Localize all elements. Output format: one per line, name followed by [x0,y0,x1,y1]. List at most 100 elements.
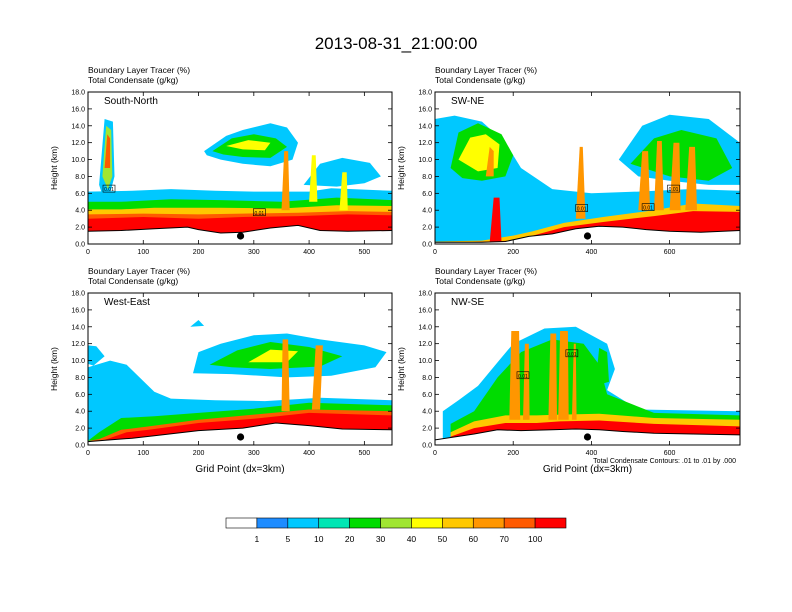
y-tick-label: 14.0 [418,324,432,331]
colorbar-swatch [287,517,320,529]
y-tick-label: 6.0 [75,392,85,399]
colorbar-label: 60 [469,534,479,544]
colorbar-swatch [256,517,289,529]
colorbar-swatch [472,517,505,529]
colorbar-label: 1 [255,534,260,544]
contour-label: 0.01 [254,211,264,217]
location-marker [583,433,592,441]
y-tick-label: 2.0 [75,225,85,232]
contour-label-box [641,203,655,211]
contour-label-box [516,371,530,380]
y-tick-label: 6.0 [75,191,85,198]
x-tick-label: 600 [664,450,676,457]
colorbar: 1 5 10 20 30 40 50 60 70 100 [225,517,567,544]
x-tick-label: 400 [303,249,315,256]
y-tick-label: 14.0 [71,324,85,331]
y-tick-label: 4.0 [75,409,85,416]
contour-label-box [667,184,680,193]
field-region [104,134,111,168]
panel-subtitle: Boundary Layer Tracer (%) [88,266,190,276]
x-tick-label: 600 [664,249,676,256]
y-tick-label: 6.0 [422,392,432,399]
contour-label: 0.01 [567,352,577,358]
field-shading [435,92,740,244]
y-tick-label: 4.0 [422,208,432,215]
y-tick-label: 8.0 [75,174,85,181]
y-tick-label: 12.0 [418,140,432,147]
y-tick-label: 16.0 [418,106,432,113]
y-tick-label: 18.0 [418,291,432,298]
colorbar-swatch [318,517,350,529]
location-marker [236,433,245,441]
field-shading [435,293,740,445]
field-region [595,347,609,386]
field-shading [88,293,392,445]
y-tick-label: 18.0 [71,291,85,298]
contour-label: 0.01 [518,374,528,380]
contour-label: 0.01 [643,206,653,212]
y-axis-label: Height (km) [49,347,59,391]
panel-south-north: 0.0 2.0 4.0 6.0 8.0 10.0 12.0 14.0 16.0 18.0 0 100 2… [49,65,393,256]
x-tick-label: 400 [303,450,315,457]
field-region [281,339,290,412]
panel-west-east: 0.0 2.0 4.0 6.0 8.0 10.0 12.0 14.0 16.0 18.0 0 100 2… [49,266,393,475]
y-tick-label: 8.0 [75,375,85,382]
y-tick-label: 16.0 [71,106,85,113]
colorbar-label: 50 [438,534,448,544]
x-tick-label: 100 [137,249,149,256]
y-tick-label: 16.0 [418,307,432,314]
y-tick-label: 14.0 [71,123,85,130]
x-tick-label: 400 [586,450,598,457]
y-tick-label: 4.0 [422,409,432,416]
x-tick-label: 200 [507,450,519,457]
terrain-line [435,428,740,441]
panel-subtitle: Boundary Layer Tracer (%) [435,65,537,75]
x-tick-label: 0 [86,450,90,457]
y-tick-label: 2.0 [422,225,432,232]
x-tick-label: 200 [193,450,205,457]
y-tick-label: 10.0 [418,358,432,365]
y-tick-label: 0.0 [75,443,85,450]
x-axis-label: Grid Point (dx=3km) [543,464,632,475]
x-tick-label: 0 [433,450,437,457]
colorbar-label: 10 [314,534,324,544]
plot-frame [87,292,393,446]
panel-subtitle: Total Condensate (g/kg) [435,75,525,85]
field-region [575,146,586,219]
contour-label-box [565,349,579,358]
panel-label: SW-NE [451,96,484,107]
field-region [226,140,271,151]
y-tick-label: 0.0 [422,242,432,249]
y-tick-label: 12.0 [418,341,432,348]
panel-subtitle: Total Condensate (g/kg) [88,75,178,85]
contour-label: 0.01 [577,207,587,213]
terrain-line [88,224,392,234]
y-tick-label: 4.0 [75,208,85,215]
colorbar-label: 70 [499,534,509,544]
location-marker [583,232,592,240]
y-axis-label: Height (km) [396,347,406,391]
location-marker [236,232,245,240]
plot-frame [434,91,741,245]
panel-subtitle: Total Condensate (g/kg) [435,276,525,286]
x-tick-label: 500 [359,450,371,457]
colorbar-swatch [380,517,412,529]
field-region [548,333,557,420]
panel-label: South-North [104,96,158,107]
y-tick-label: 12.0 [71,140,85,147]
y-tick-label: 18.0 [71,90,85,97]
y-tick-label: 10.0 [418,157,432,164]
field-region [654,141,664,211]
x-tick-label: 500 [359,249,371,256]
field-shading [88,92,392,244]
panel-subtitle: Boundary Layer Tracer (%) [88,65,190,75]
panel-nw-se: 0.0 2.0 4.0 6.0 8.0 10.0 12.0 14.0 16.0 18.0 0 200 4… [396,266,741,475]
field-region [88,345,105,366]
contour-label: 0.01 [104,187,114,193]
y-axis-label: Height (km) [396,146,406,190]
panel-subtitle: Boundary Layer Tracer (%) [435,266,537,276]
x-tick-label: 100 [137,450,149,457]
colorbar-label: 20 [345,534,355,544]
y-tick-label: 10.0 [71,358,85,365]
colorbar-swatch [442,517,474,529]
